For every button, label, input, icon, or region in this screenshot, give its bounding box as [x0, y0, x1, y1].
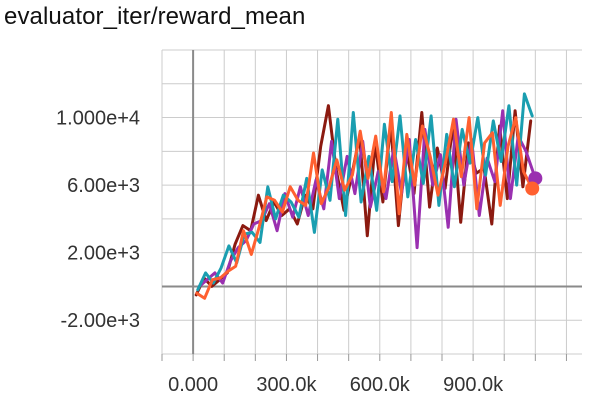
chart-title: evaluator_iter/reward_mean: [4, 3, 306, 30]
x-tick-label: 900.0k: [443, 374, 504, 396]
y-tick-label: 1.000e+4: [56, 108, 140, 130]
series-line-3: [196, 92, 534, 292]
axes: [161, 50, 582, 361]
series-line-4: [195, 111, 534, 300]
x-tick-label: 0.000: [168, 374, 218, 396]
tick-labels: 0.000 300.0k 600.0k 900.0k 1.000e+4 6.00e+3 2.…: [56, 108, 504, 396]
series-end-marker-4: [525, 181, 540, 196]
y-tick-label: -2.00e+3: [60, 310, 140, 332]
end-markers: [525, 171, 543, 196]
y-tick-label: 2.00e+3: [67, 243, 140, 265]
x-tick-label: 300.0k: [256, 374, 317, 396]
x-tick-label: 600.0k: [350, 374, 411, 396]
y-tick-label: 6.00e+3: [67, 175, 140, 197]
series-lines: [194, 92, 537, 300]
